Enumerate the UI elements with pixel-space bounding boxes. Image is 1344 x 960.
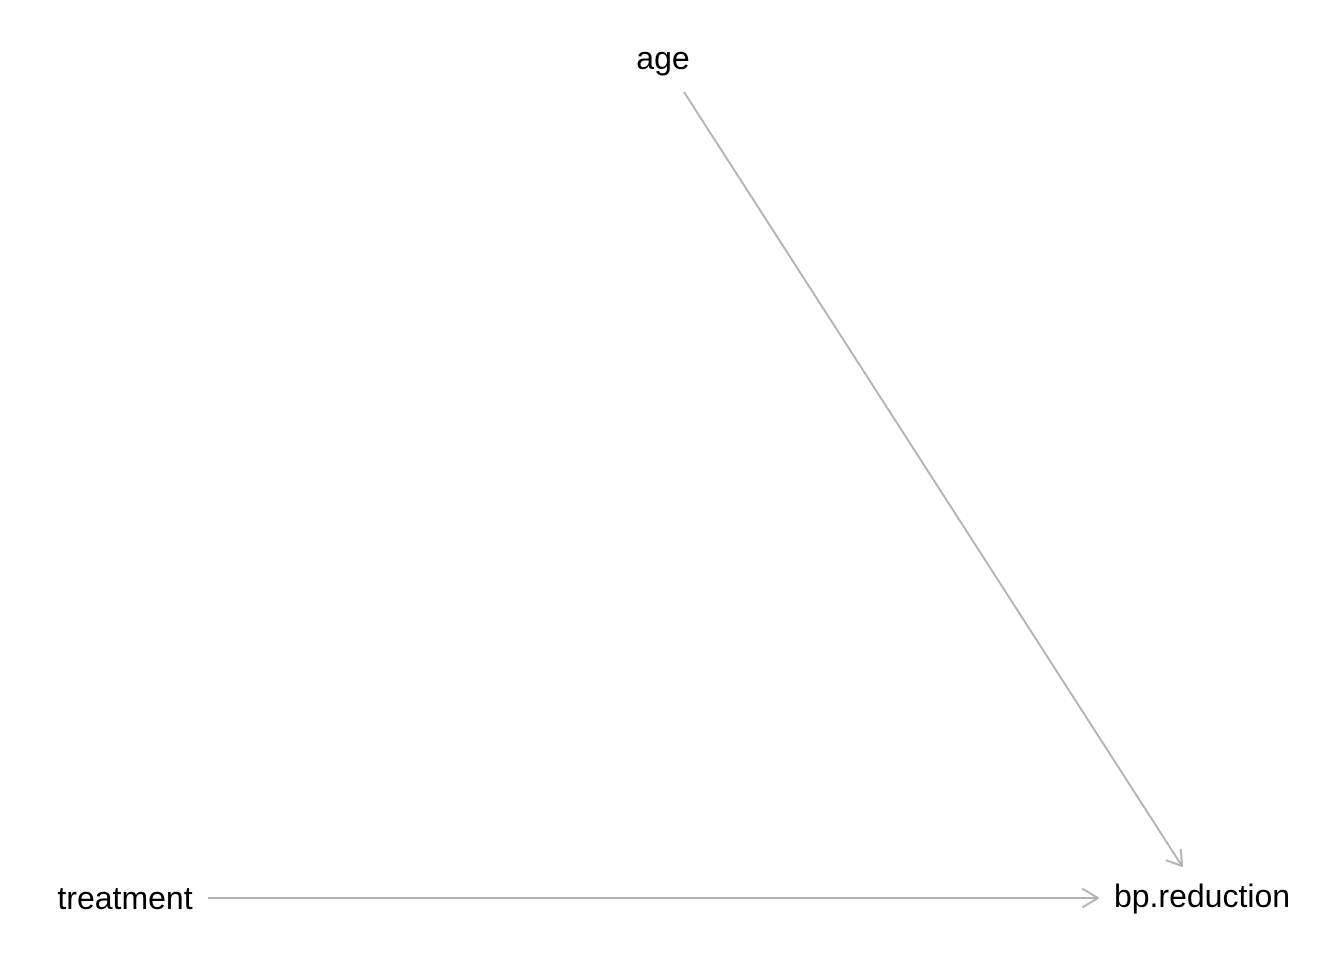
- node-treatment: treatment: [57, 880, 192, 916]
- edge-line-age-bp-reduction: [683, 91, 1183, 867]
- arrowhead-treatment-bp-reduction: [1082, 888, 1099, 908]
- arrowhead-age-bp-reduction: [1165, 848, 1183, 867]
- edge-treatment-to-bp-reduction: [208, 888, 1099, 908]
- node-age: age: [636, 40, 689, 76]
- edge-age-to-bp-reduction: [683, 91, 1183, 867]
- node-bp-reduction: bp.reduction: [1114, 878, 1290, 914]
